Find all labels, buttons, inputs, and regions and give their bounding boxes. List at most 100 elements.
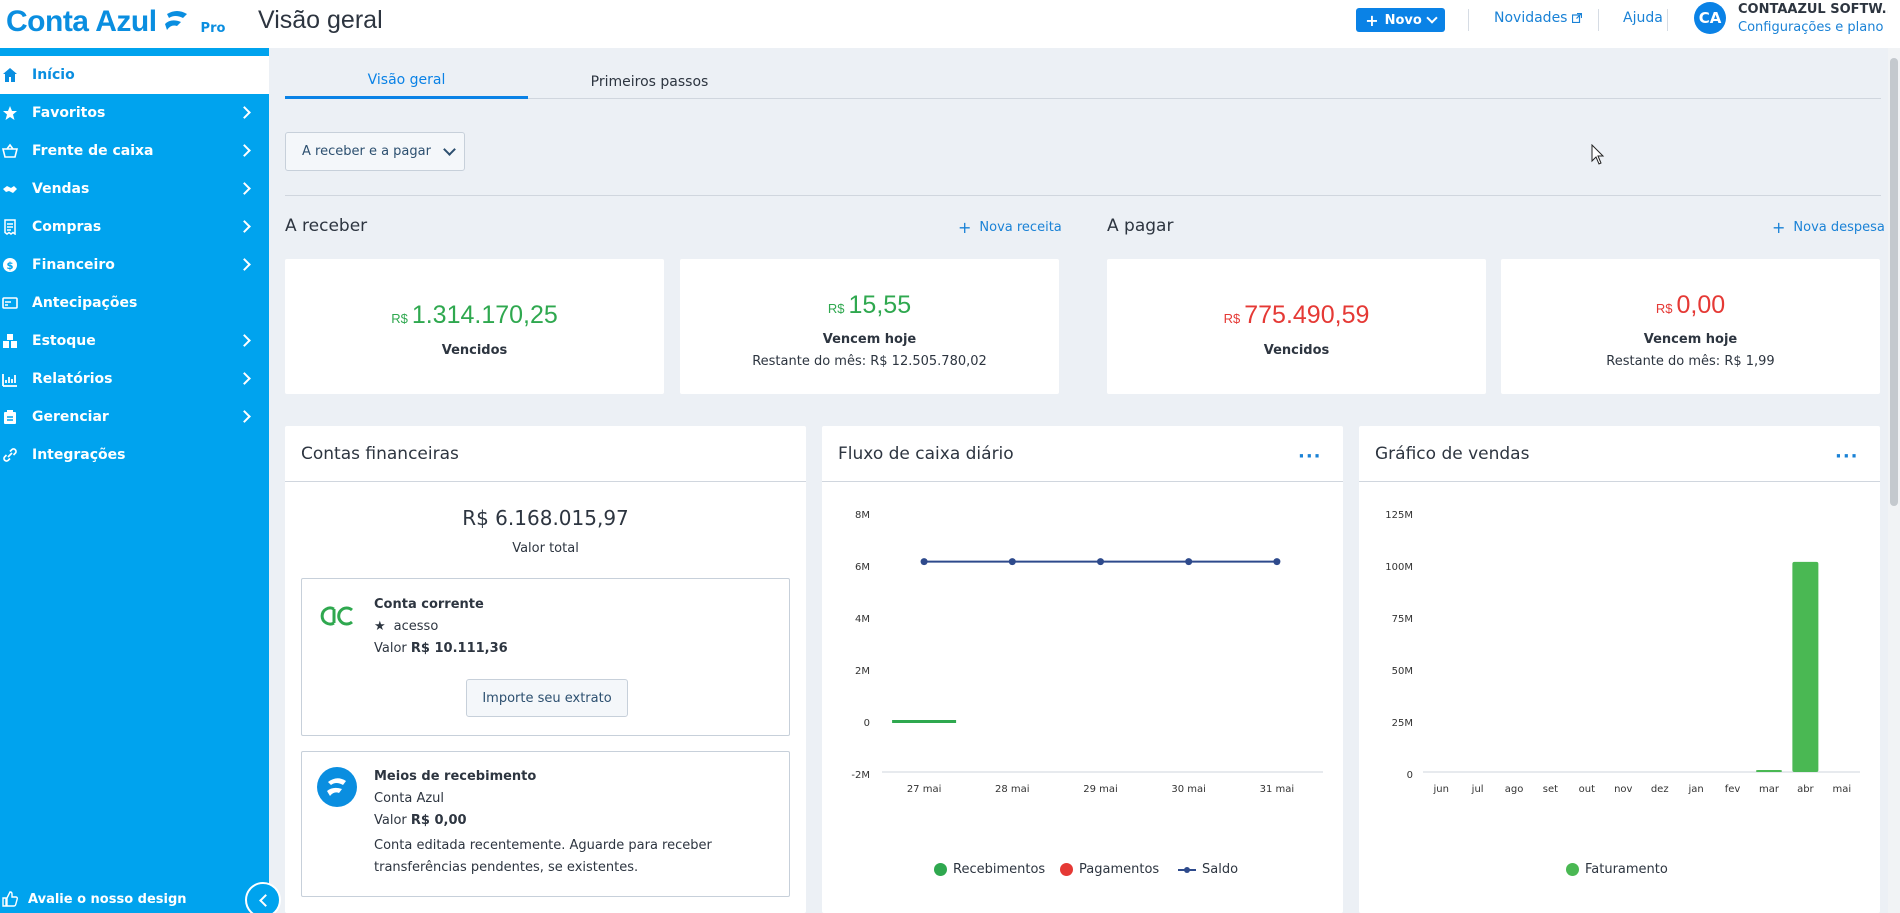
sidebar-item-favoritos[interactable]: Favoritos [0, 94, 269, 132]
chevron-right-icon [238, 334, 251, 347]
sidebar-item-estoque[interactable]: Estoque [0, 322, 269, 360]
sidebar-item-financeiro[interactable]: $ Financeiro [0, 246, 269, 284]
x-tick-label: out [1579, 784, 1595, 795]
external-link-icon [1572, 13, 1583, 23]
sidebar-item-label: Frente de caixa [32, 143, 154, 159]
y-tick-label: 0 [1407, 770, 1413, 781]
brand-name: Conta Azul [6, 5, 157, 38]
star-icon [2, 105, 18, 121]
sidebar-item-relatorios[interactable]: Relatórios [0, 360, 269, 398]
divider [822, 481, 1343, 482]
help-link[interactable]: Ajuda [1623, 10, 1663, 26]
account-name: Conta corrente [374, 597, 484, 612]
divider [1598, 9, 1599, 31]
home-icon [2, 67, 18, 83]
import-statement-button[interactable]: Importe seu extrato [466, 679, 628, 717]
balance-point[interactable] [1097, 558, 1104, 566]
sidebar-item-antecipacoes[interactable]: Antecipações [0, 284, 269, 322]
sidebar-item-integracoes[interactable]: Integrações [0, 436, 269, 474]
collapse-sidebar-button[interactable] [245, 882, 281, 913]
cashflow-chart: 8M 6M 4M 2M 0 -2M 27 mai 28 mai 29 mai 30 mai 31 m… [851, 510, 1323, 795]
legend-item[interactable]: Recebimentos [934, 862, 1045, 877]
panel-title: Gráfico de vendas [1375, 444, 1530, 464]
chevron-left-icon [259, 894, 272, 907]
y-tick-label: 25M [1392, 718, 1413, 729]
chevron-right-icon [238, 182, 251, 195]
account-value: Valor R$ 0,00 [374, 813, 467, 828]
company-name[interactable]: CONTAAZUL SOFTW... [1738, 2, 1888, 17]
account-note: Conta editada recentemente. Aguarde para… [374, 838, 712, 875]
accounts-total-label: Valor total [512, 541, 579, 556]
kpi-value: R$ 15,55 [827, 291, 912, 319]
balance-point[interactable] [1008, 558, 1016, 566]
revenue-bar[interactable] [1792, 561, 1819, 772]
receivable-overdue-card[interactable]: R$ 1.314.170,25 Vencidos [285, 259, 664, 394]
tab-first-steps[interactable]: Primeiros passos [590, 73, 709, 90]
x-tick-label: fev [1725, 784, 1741, 795]
bank-acesso-icon [320, 606, 353, 626]
page-scrollbar[interactable] [1888, 48, 1900, 913]
balance-point[interactable] [920, 558, 928, 566]
legend-item[interactable]: Faturamento [1566, 862, 1668, 877]
plus-icon: + [1365, 10, 1379, 30]
new-button[interactable]: + Novo [1356, 8, 1445, 32]
tabs: Visão geral Primeiros passos [285, 64, 1881, 99]
legend-item[interactable]: Saldo [1178, 862, 1238, 877]
y-tick-label: 6M [855, 562, 870, 573]
sidebar-item-label: Gerenciar [32, 409, 109, 425]
tab-overview[interactable]: Visão geral [285, 64, 528, 99]
scrollbar-thumb[interactable] [1890, 58, 1898, 506]
receipts-bar[interactable] [892, 720, 957, 723]
sidebar-item-label: Financeiro [32, 257, 115, 273]
revenue-bar[interactable] [1755, 770, 1782, 772]
legend-swatch [1060, 863, 1073, 876]
account-bank: Conta Azul [374, 791, 445, 806]
page-title: Visão geral [258, 6, 383, 34]
sidebar-item-vendas[interactable]: Vendas [0, 170, 269, 208]
balance-point[interactable] [1185, 558, 1193, 566]
news-link-label: Novidades [1494, 10, 1568, 26]
star-icon: ★ [374, 619, 386, 634]
divider [285, 481, 806, 482]
balance-point[interactable] [1273, 558, 1281, 566]
y-tick-label: -2M [851, 770, 870, 781]
sidebar-item-compras[interactable]: Compras [0, 208, 269, 246]
x-tick-label: set [1543, 784, 1558, 795]
receivable-today-card[interactable]: R$ 15,55 Vencem hoje Restante do mês: R$ … [680, 259, 1059, 394]
account-card[interactable]: Meios de recebimento Conta Azul Valor R$… [301, 751, 790, 897]
settings-link[interactable]: Configurações e plano [1738, 20, 1884, 35]
sales-panel: Gráfico de vendas ··· 125M 100M 75M 50M 25M 0… [1359, 426, 1880, 913]
payable-overdue-card[interactable]: R$ 775.490,59 Vencidos [1107, 259, 1486, 394]
divider [1667, 9, 1668, 31]
filter-dropdown[interactable]: A receber e a pagar [285, 132, 465, 171]
chevron-down-icon [443, 142, 456, 156]
news-link[interactable]: Novidades [1494, 10, 1583, 26]
kpi-label: Vencem hoje [1643, 332, 1738, 347]
thumbs-up-icon [2, 891, 18, 907]
cashflow-panel: Fluxo de caixa diário ··· 8M 6M 4M 2M 0 -2M 27… [822, 426, 1343, 913]
new-expense-link[interactable]: + Nova despesa [1772, 218, 1885, 237]
sidebar-item-frente-de-caixa[interactable]: Frente de caixa [0, 132, 269, 170]
rate-design-label: Avalie o nosso design [28, 891, 187, 907]
x-tick-label: 28 mai [995, 784, 1030, 795]
more-options-button[interactable]: ··· [1298, 446, 1322, 467]
new-income-link[interactable]: + Nova receita [958, 218, 1062, 237]
sidebar-item-label: Estoque [32, 333, 96, 349]
avatar[interactable]: CA [1694, 2, 1726, 34]
brand-logo[interactable]: Conta Azul Pro [6, 4, 225, 40]
account-card[interactable]: Conta corrente ★ acesso Valor R$ 10.111,… [301, 578, 790, 736]
payable-today-card[interactable]: R$ 0,00 Vencem hoje Restante do mês: R$ 1… [1501, 259, 1880, 394]
x-tick-label: ago [1505, 784, 1524, 795]
y-tick-label: 0 [864, 718, 870, 729]
rate-design-link[interactable]: Avalie o nosso design [0, 885, 269, 913]
conta-azul-logo-icon [317, 767, 357, 807]
sidebar [0, 48, 269, 913]
receipt-icon [2, 219, 18, 235]
sidebar-item-gerenciar[interactable]: Gerenciar [0, 398, 269, 436]
legend-item[interactable]: Pagamentos [1060, 862, 1159, 877]
sidebar-item-inicio[interactable]: Início [0, 56, 269, 94]
y-tick-label: 4M [855, 614, 870, 625]
y-tick-label: 8M [855, 510, 870, 521]
more-options-button[interactable]: ··· [1835, 446, 1859, 467]
x-tick-label: 31 mai [1260, 784, 1295, 795]
